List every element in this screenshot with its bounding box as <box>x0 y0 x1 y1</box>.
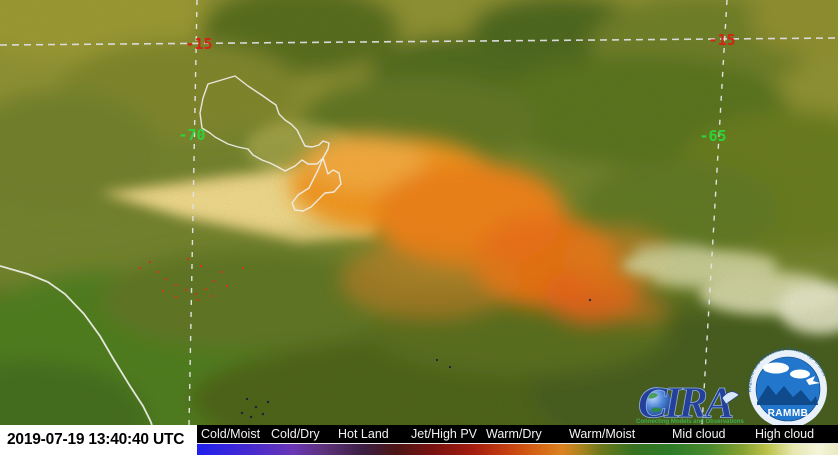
cloud-icon <box>763 362 789 374</box>
latitude-label-left: -15 <box>185 35 212 53</box>
lake-outline <box>199 75 342 212</box>
graticule-latitude-line <box>0 37 838 46</box>
longitude-label-right: -65 <box>699 127 726 145</box>
satellite-image: -15 -15 -70 -65 CIRA Connecting Models a… <box>0 0 838 425</box>
cira-globe-land <box>651 407 662 413</box>
cira-wordmark: CIRA <box>638 378 733 425</box>
legend-label: High cloud <box>755 427 815 441</box>
rammb-wordmark: RAMMB <box>768 408 809 419</box>
latitude-label-right: -15 <box>708 31 735 49</box>
legend-label: Cold/Moist <box>201 427 261 441</box>
cira-globe-icon <box>641 387 671 417</box>
legend-label: Mid cloud <box>672 427 726 441</box>
legend-label: Hot Land <box>338 427 389 441</box>
status-bar: 2019-07-19 13:40:40 UTC Cold/Moist Cold/… <box>0 425 838 455</box>
cira-globe-land <box>648 393 658 399</box>
fire-pixels <box>138 257 245 302</box>
longitude-label-left: -70 <box>178 126 205 144</box>
legend-gradient-bar <box>197 443 838 455</box>
legend-label: Jet/High PV <box>411 427 478 441</box>
satellite-dish-icon <box>721 391 740 405</box>
cira-logo: CIRA Connecting Models and Observations <box>636 378 744 425</box>
legend-label: Cold/Dry <box>271 427 320 441</box>
cira-tagline: Connecting Models and Observations <box>636 419 744 425</box>
rammb-logo: Regional and Mesoscale Meteorology Branc… <box>747 346 827 425</box>
coastline <box>0 265 153 425</box>
mountains-icon <box>757 385 818 405</box>
dark-pixels <box>240 298 592 419</box>
color-legend: Cold/Moist Cold/Dry Hot Land Jet/High PV… <box>197 425 838 455</box>
legend-labels: Cold/Moist Cold/Dry Hot Land Jet/High PV… <box>197 425 838 443</box>
jet-icon <box>806 376 820 385</box>
timestamp: 2019-07-19 13:40:40 UTC <box>0 425 197 455</box>
legend-label: Warm/Dry <box>486 427 542 441</box>
cloud-icon <box>790 369 810 379</box>
image-grain <box>0 0 838 425</box>
legend-label: Warm/Moist <box>569 427 636 441</box>
